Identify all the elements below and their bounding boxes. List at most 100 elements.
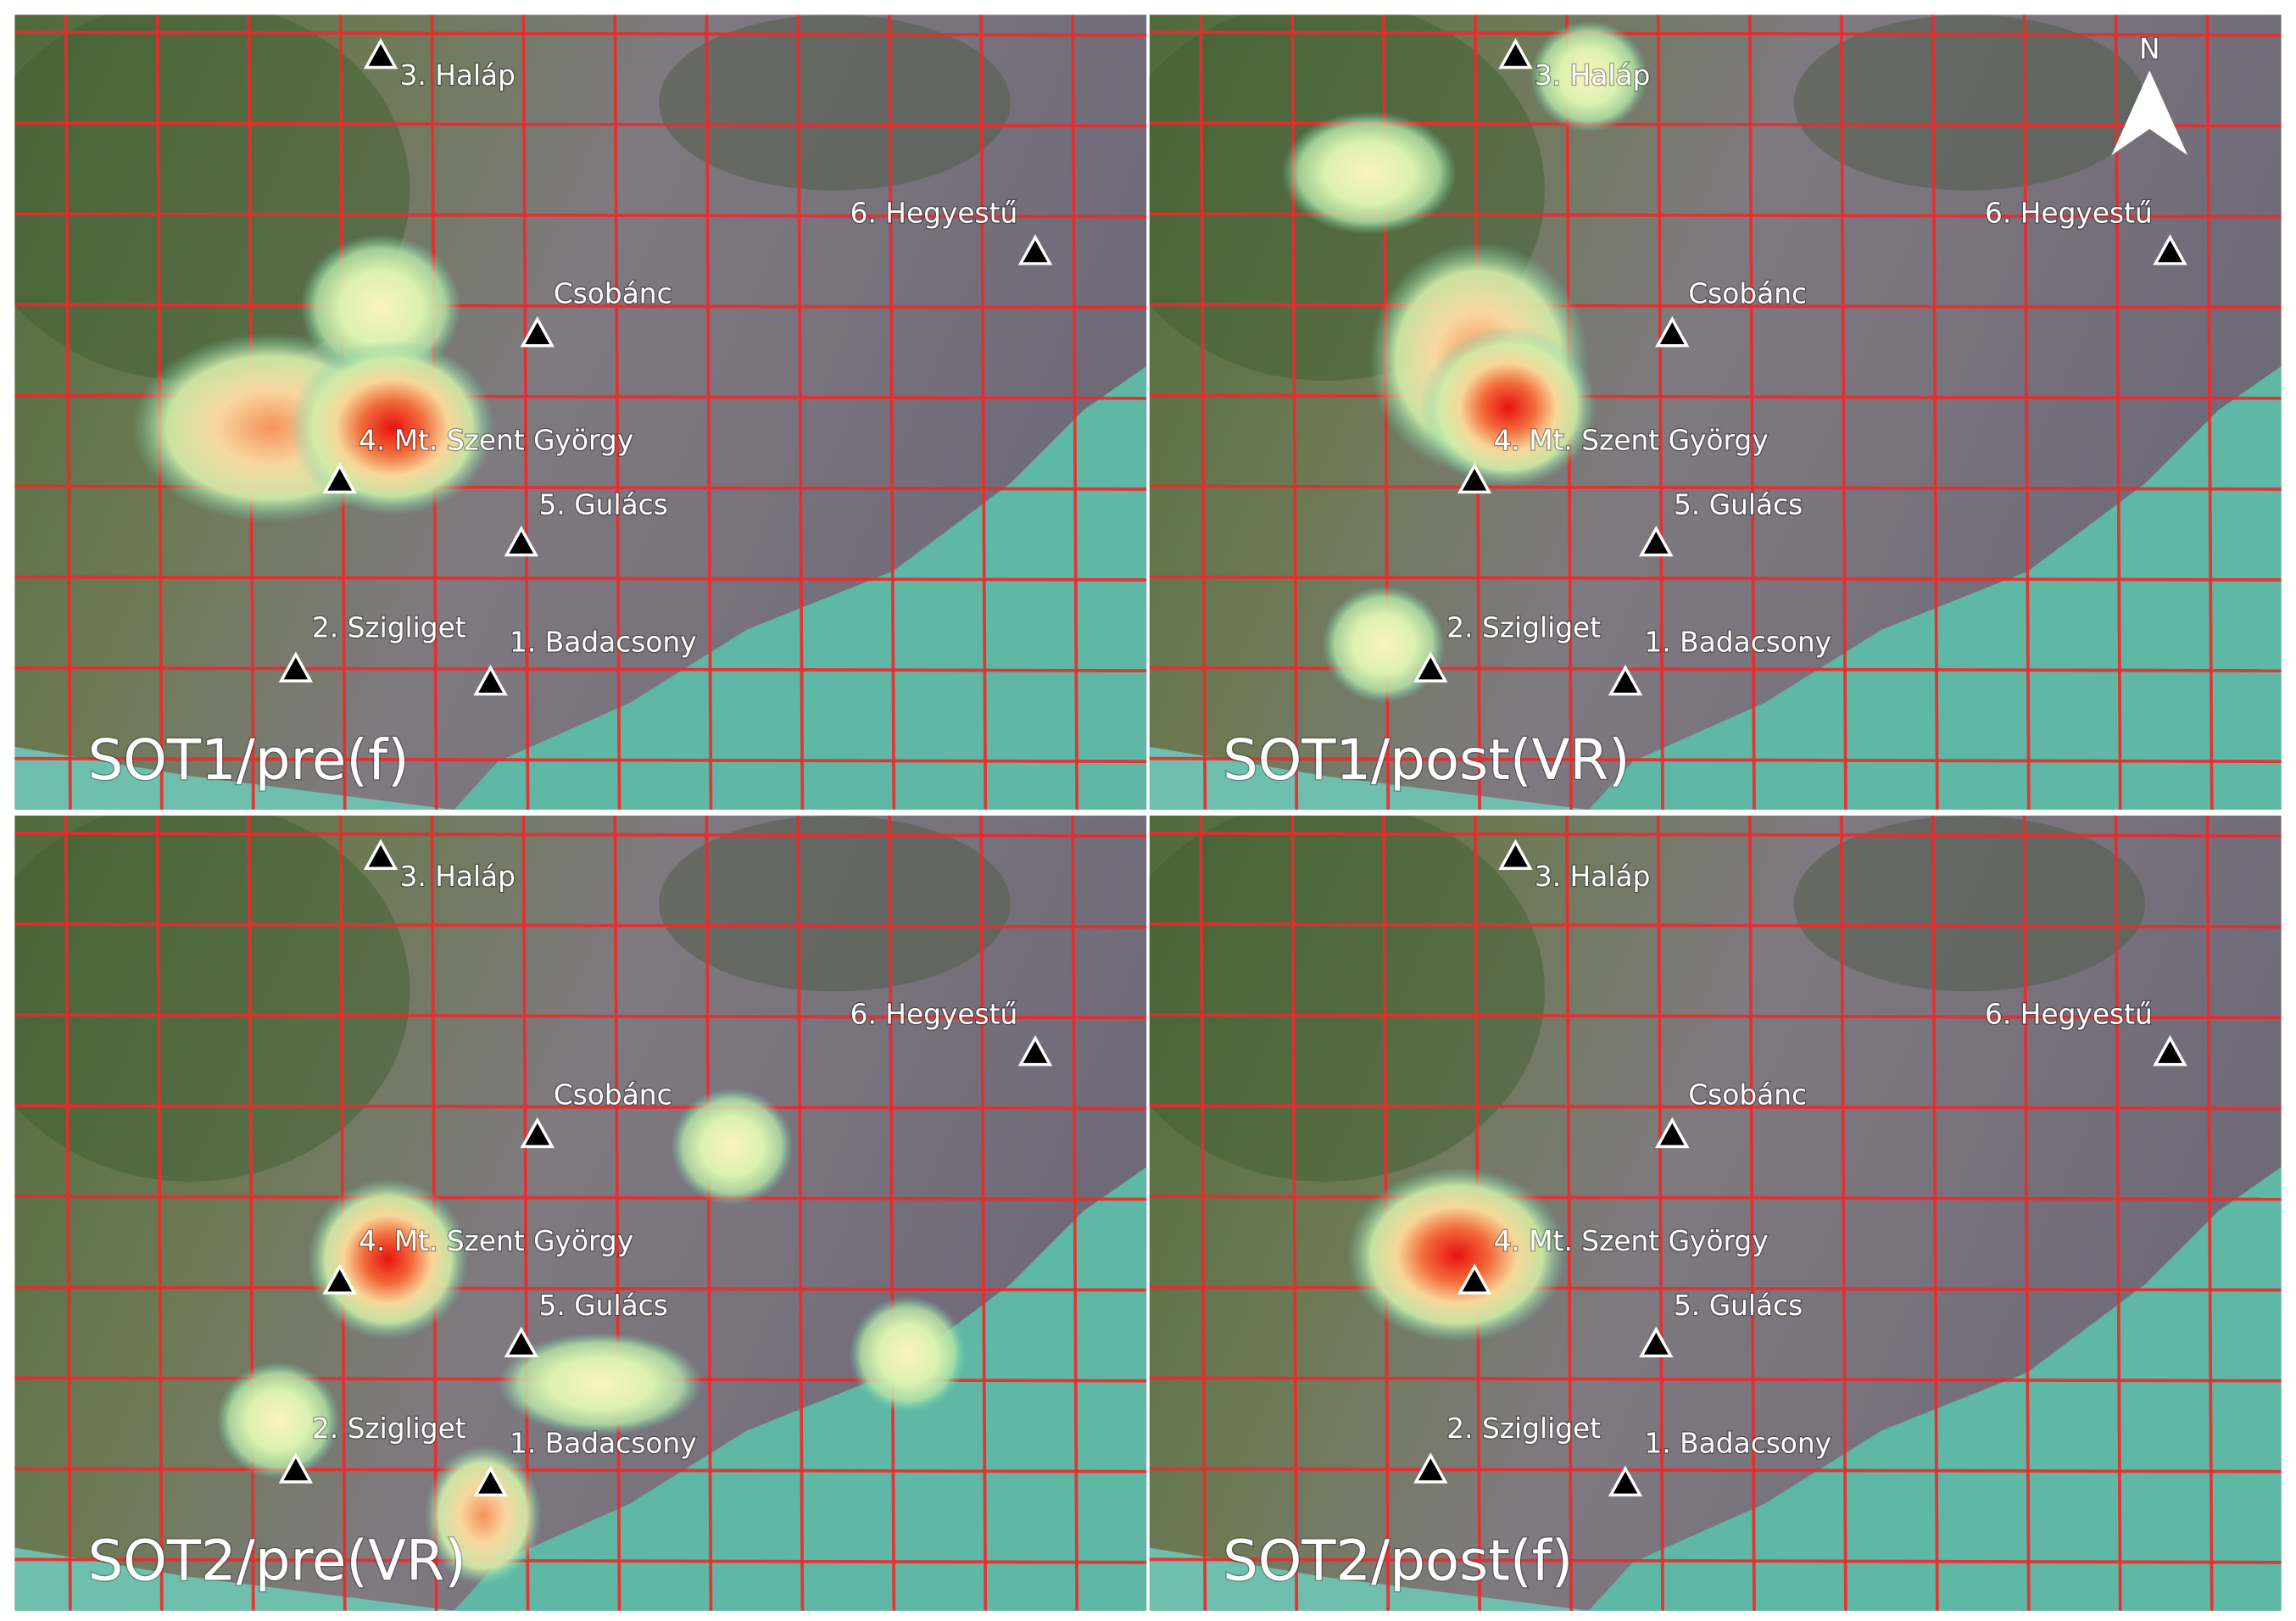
peak-marker — [1457, 462, 1492, 494]
grid-line — [1931, 14, 1939, 810]
peak-label: 1. Badacsony — [1644, 1427, 1831, 1459]
map-panel: 3. Haláp 6. Hegyestű Csobánc 4. Mt. Szent G… — [14, 14, 1147, 810]
grid-line — [1149, 1557, 2282, 1564]
peak-marker — [1655, 1117, 1690, 1149]
grid-line — [14, 756, 1147, 764]
peak-label: 6. Hegyestű — [1985, 198, 2153, 230]
panel-title: SOT2/post(f) — [1223, 1529, 1573, 1594]
lake-water-dark — [14, 1547, 454, 1611]
peak-label: 6. Hegyestű — [1985, 998, 2153, 1030]
grid-line — [705, 816, 713, 1611]
peak-label: 6. Hegyestű — [850, 998, 1018, 1030]
grid-line — [14, 831, 1147, 838]
map-panel: 3. Haláp 6. Hegyestű Csobánc 4. Mt. Szent G… — [1149, 816, 2282, 1611]
peak-marker — [278, 651, 314, 682]
grid-line — [1149, 303, 2282, 309]
grid-line — [1149, 484, 2282, 491]
hill — [1793, 14, 2146, 191]
peak-label: 3. Haláp — [399, 861, 515, 893]
peak-label: 4. Mt. Szent György — [1494, 424, 1769, 456]
grid-line — [14, 666, 1147, 672]
peak-label: 1. Badacsony — [510, 627, 697, 659]
peak-marker — [1608, 665, 1643, 696]
peak-label: 4. Mt. Szent György — [359, 1225, 633, 1257]
lake-water-dark — [1149, 746, 1589, 810]
hill — [659, 816, 1011, 992]
peak-label: 5. Gulács — [1674, 1290, 1803, 1322]
heat-blob — [1346, 1167, 1567, 1343]
grid-line — [979, 816, 988, 1611]
peak-label: 5. Gulács — [539, 488, 668, 521]
peak-label: 4. Mt. Szent György — [1494, 1225, 1769, 1257]
peak-marker — [1498, 37, 1533, 70]
grid-line — [1149, 575, 2282, 582]
grid-line — [155, 816, 164, 1611]
grid-line — [2022, 14, 2031, 810]
peak-marker — [322, 462, 357, 494]
forest — [14, 816, 410, 1182]
peak-marker — [504, 1326, 539, 1358]
grid-line — [1149, 756, 2282, 764]
lake-water — [454, 1167, 1147, 1611]
grid-line — [1931, 816, 1939, 1611]
grid-line — [14, 1104, 1147, 1111]
lake-water — [1588, 365, 2282, 810]
peak-marker — [363, 37, 398, 70]
peak-label: 2. Szigliget — [312, 611, 466, 643]
grid-line — [14, 1195, 1147, 1201]
peak-marker — [473, 665, 508, 696]
peak-marker — [1608, 1465, 1643, 1497]
grid-line — [64, 14, 72, 810]
grid-line — [14, 1013, 1147, 1020]
peak-label: 6. Hegyestű — [850, 198, 1018, 230]
peak-marker — [363, 838, 398, 870]
heat-blob — [1322, 585, 1446, 704]
heat-blob — [670, 1088, 794, 1206]
peak-marker — [322, 1263, 357, 1295]
peak-marker — [278, 1452, 314, 1484]
forest — [1149, 816, 1545, 1182]
grid-line — [521, 14, 530, 810]
heat-blob — [1420, 326, 1597, 488]
heat-blob — [424, 1445, 543, 1586]
peak-marker — [1457, 1263, 1492, 1295]
map-panel: 3. Haláp 6. Hegyestű Csobánc 4. Mt. Szent G… — [1149, 14, 2282, 810]
panel-title: SOT1/post(VR) — [1223, 728, 1630, 793]
lake-water-dark — [1149, 1547, 1589, 1611]
grid-line — [1071, 816, 1079, 1611]
grid-line — [1149, 1013, 2282, 1020]
lake-water — [1588, 1167, 2282, 1611]
peak-marker — [1017, 234, 1053, 265]
grid-line — [1656, 816, 1664, 1611]
grid-line — [1149, 1467, 2282, 1473]
grid-line — [1290, 816, 1299, 1611]
hill — [1793, 816, 2146, 992]
grid-line — [979, 14, 988, 810]
grid-line — [14, 303, 1147, 309]
hill — [659, 14, 1011, 191]
peak-label: 3. Haláp — [399, 59, 515, 92]
grid-line — [1565, 816, 1574, 1611]
map-panel: 3. Haláp 6. Hegyestű Csobánc 4. Mt. Szent G… — [14, 816, 1147, 1611]
north-arrow: N — [2111, 32, 2188, 156]
peak-label: 4. Mt. Szent György — [359, 424, 633, 456]
peak-marker — [1639, 1326, 1674, 1358]
peak-marker — [1017, 1034, 1053, 1067]
peak-marker — [1639, 525, 1674, 557]
grid-line — [1839, 14, 1847, 810]
peak-label: 1. Badacsony — [1644, 627, 1831, 659]
grid-line — [1149, 1195, 2282, 1201]
peak-marker — [1655, 316, 1690, 348]
grid-line — [613, 14, 621, 810]
grid-line — [1149, 393, 2282, 400]
panel-title: SOT1/pre(f) — [88, 728, 410, 793]
grid-line — [1071, 14, 1079, 810]
grid-line — [1149, 1285, 2282, 1292]
grid-line — [796, 14, 805, 810]
peak-label: 1. Badacsony — [510, 1427, 697, 1459]
grid-line — [613, 816, 621, 1611]
heat-blob — [216, 1362, 340, 1479]
grid-line — [2022, 816, 2031, 1611]
heat-blob — [498, 1332, 703, 1435]
